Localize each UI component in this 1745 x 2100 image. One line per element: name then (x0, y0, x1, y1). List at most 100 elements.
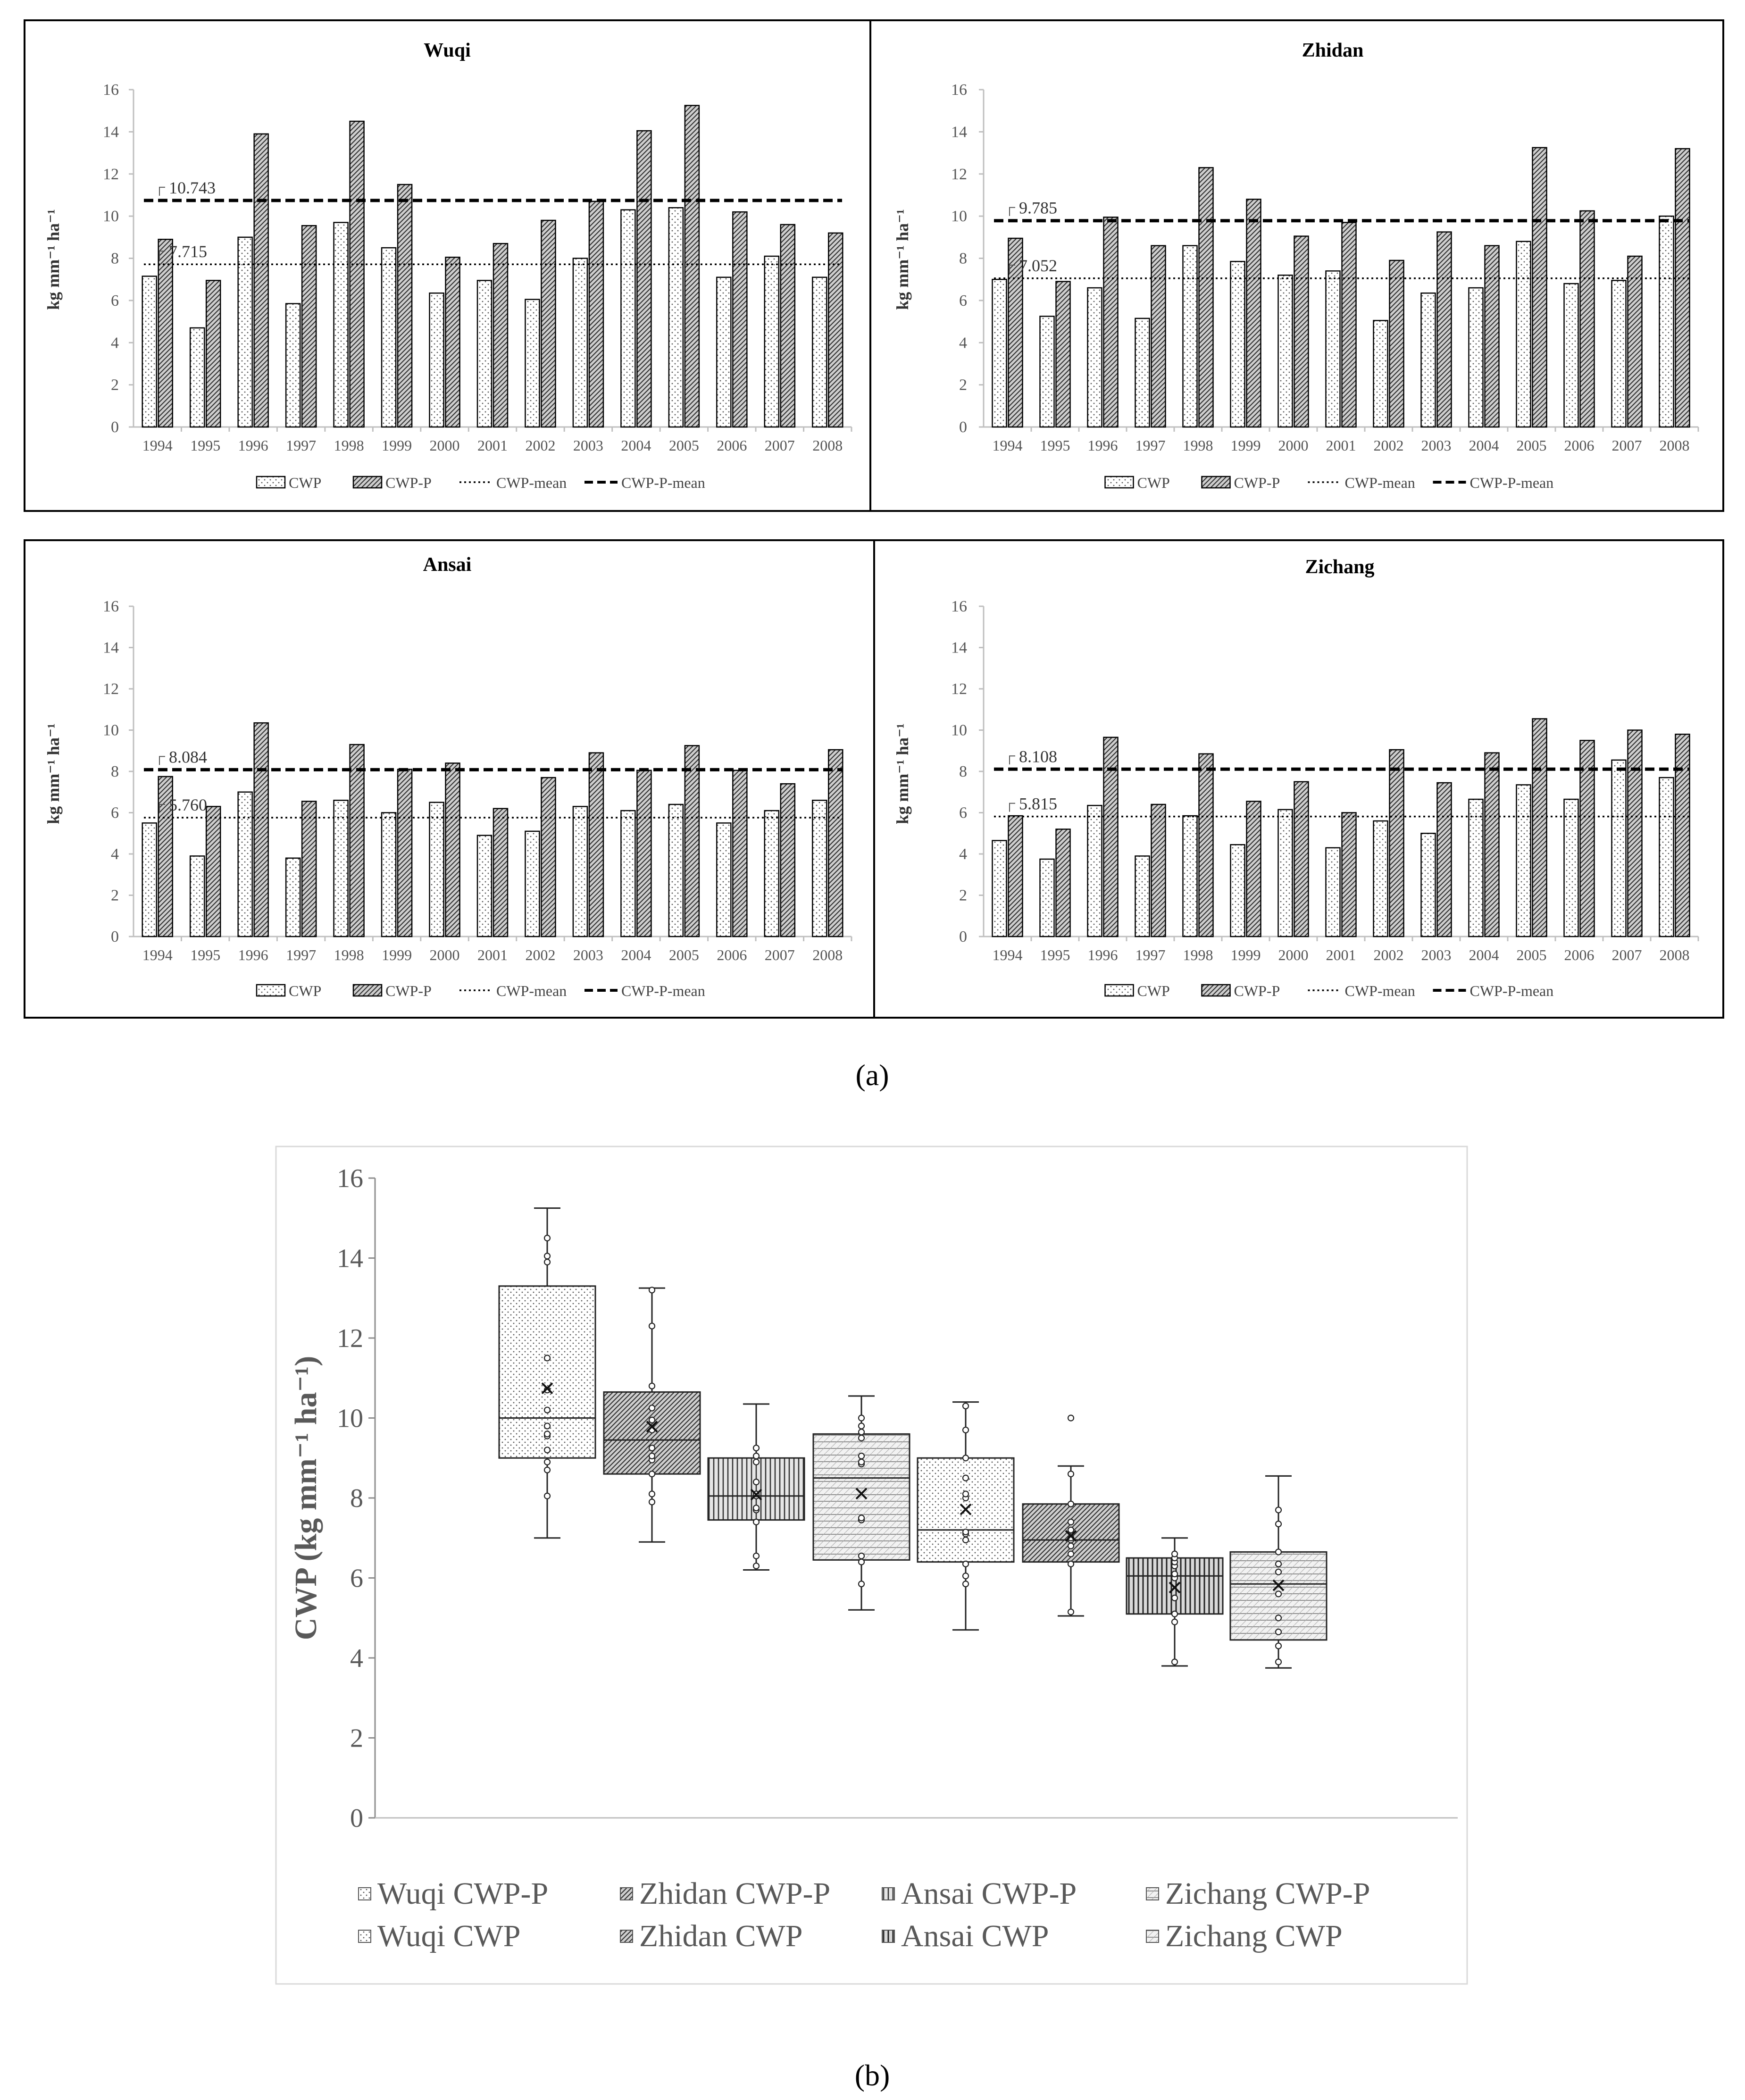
y-axis-label: kg mm⁻¹ ha⁻¹ (893, 723, 912, 824)
data-point (1275, 1658, 1282, 1665)
data-point (543, 1458, 551, 1465)
bar-cwp-1999 (381, 247, 397, 428)
x-tick-label: 2000 (1278, 437, 1309, 454)
data-point (543, 1466, 551, 1473)
data-point (1275, 1568, 1282, 1575)
x-tick-label: 1997 (286, 946, 316, 963)
y-tick-label: 16 (103, 81, 119, 99)
x-tick-label: 1999 (382, 437, 412, 454)
bar-cwp-p-2007 (780, 224, 796, 428)
x-tick-label: 2006 (1564, 437, 1595, 454)
data-point (962, 1536, 969, 1544)
x-tick-label: 1996 (1088, 946, 1118, 963)
data-point (543, 1431, 551, 1438)
x-tick-label: 2000 (430, 946, 460, 963)
box-y-tick-label: 2 (350, 1724, 363, 1753)
bar-cwp-p-2007 (1627, 729, 1643, 937)
data-point (752, 1452, 760, 1460)
bar-cwp-1999 (1230, 844, 1245, 937)
x-tick-label: 2002 (525, 946, 555, 963)
bar-cwp-2007 (1611, 280, 1627, 428)
bar-cwp-1998 (333, 800, 349, 937)
bar-panel-zichang: Zichang kg mm⁻¹ ha⁻¹ 0 2 4 6 8 10 12 14 16 1994 1995… (893, 556, 1699, 999)
data-point (962, 1490, 969, 1498)
mean-label-cwp-p-mean: 10.743 (169, 178, 216, 197)
y-tick-label: 6 (959, 804, 967, 822)
x-tick-label: 2003 (1421, 437, 1452, 454)
legend-label-zichang-cwp-p: Zichang CWP-P (1165, 1876, 1370, 1911)
bar-cwp-1997 (285, 857, 301, 937)
bar-cwp-p-1995 (1055, 828, 1071, 937)
y-tick-label: 4 (111, 334, 119, 351)
bar-cwp-2000 (429, 292, 444, 428)
panel-b-label: (b) (855, 2058, 890, 2092)
y-tick-label: 2 (959, 887, 967, 904)
bar-panel-ansai: Ansai kg mm⁻¹ ha⁻¹ 0 2 4 6 8 10 12 14 16 1994 1995 19… (44, 554, 852, 999)
x-tick-label: 1994 (142, 946, 173, 963)
bar-cwp-p-1996 (1103, 217, 1119, 428)
data-point (858, 1452, 865, 1460)
mean-label-leader (1009, 207, 1015, 216)
y-axis-label: kg mm⁻¹ ha⁻¹ (44, 209, 63, 310)
x-tick-label: 2007 (765, 946, 795, 963)
legend-swatch-cwp (1104, 984, 1134, 997)
x-tick-label: 1996 (1088, 437, 1118, 454)
data-point (1067, 1518, 1075, 1525)
bar-cwp-2005 (668, 803, 684, 937)
y-axis-label: kg mm⁻¹ ha⁻¹ (893, 209, 912, 310)
x-tick-label: 2007 (765, 437, 795, 454)
panel-title: Zichang (1305, 556, 1374, 578)
bar-cwp-2001 (476, 835, 493, 937)
bar-cwp-2004 (620, 209, 636, 428)
x-tick-label: 1998 (1183, 946, 1213, 963)
data-point (962, 1455, 969, 1462)
x-tick-label: 2002 (1374, 946, 1404, 963)
legend-label-ansai-cwp-p: Ansai CWP-P (901, 1876, 1077, 1911)
box-y-tick-label: 10 (337, 1404, 363, 1433)
bar-cwp-p-2008 (828, 232, 843, 428)
bar-cwp-2008 (812, 800, 827, 937)
bar-cwp-2008 (1659, 777, 1674, 937)
x-tick-label: 2001 (477, 437, 508, 454)
bar-cwp-2006 (1563, 283, 1579, 428)
data-point (962, 1560, 969, 1567)
legend-swatch-cwp-p (1201, 476, 1231, 489)
mean-marker (1065, 1530, 1077, 1542)
panel-title: Ansai (423, 554, 472, 576)
y-tick-label: 4 (959, 334, 967, 351)
data-point (1067, 1526, 1075, 1533)
bar-cwp-p-2003 (588, 201, 604, 428)
bar-cwp-p-2000 (1294, 235, 1309, 428)
bar-cwp-p-1994 (1008, 815, 1023, 937)
bar-cwp-1999 (381, 812, 397, 937)
bar-cwp-p-1999 (397, 184, 413, 428)
bar-cwp-p-2005 (684, 105, 700, 428)
bar-cwp-p-2003 (588, 752, 604, 937)
mean-label-cwp-p-mean: 8.084 (169, 747, 207, 766)
mean-label-cwp-p-mean: 9.785 (1019, 199, 1057, 218)
x-tick-label: 2007 (1612, 437, 1642, 454)
bar-cwp-2003 (572, 258, 588, 428)
y-tick-label: 8 (959, 250, 967, 268)
bar-cwp-p-1995 (1055, 281, 1071, 428)
legend-label-wuqi-cwp-p: Wuqi CWP-P (377, 1876, 548, 1911)
x-tick-label: 1995 (190, 946, 220, 963)
data-point (858, 1581, 865, 1588)
legend-label-cwp: CWP (289, 474, 321, 491)
legend-swatch-cwp-p (352, 476, 383, 489)
bar-cwp-p-2005 (684, 745, 700, 937)
bar-cwp-p-1997 (301, 225, 317, 428)
y-tick-label: 10 (951, 722, 967, 739)
bar-cwp-2005 (668, 207, 684, 428)
bar-cwp-p-2005 (1532, 718, 1547, 937)
data-point (1067, 1414, 1075, 1422)
legend-swatch-ansai-cwp-p (882, 1887, 895, 1900)
legend-swatch-zichang-cwp-p (1146, 1887, 1159, 1900)
bar-cwp-p-1998 (349, 120, 365, 428)
data-point (858, 1414, 865, 1422)
bar-cwp-p-2004 (1484, 245, 1500, 428)
mean-label-leader (1009, 755, 1015, 765)
y-tick-label: 14 (951, 639, 967, 657)
bar-cwp-2001 (1325, 847, 1341, 937)
legend-label-cwp-p: CWP-P (385, 474, 432, 491)
